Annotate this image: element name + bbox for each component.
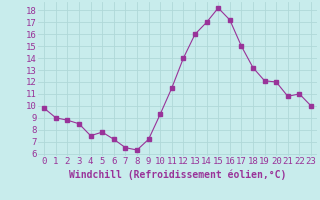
X-axis label: Windchill (Refroidissement éolien,°C): Windchill (Refroidissement éolien,°C) bbox=[69, 169, 286, 180]
